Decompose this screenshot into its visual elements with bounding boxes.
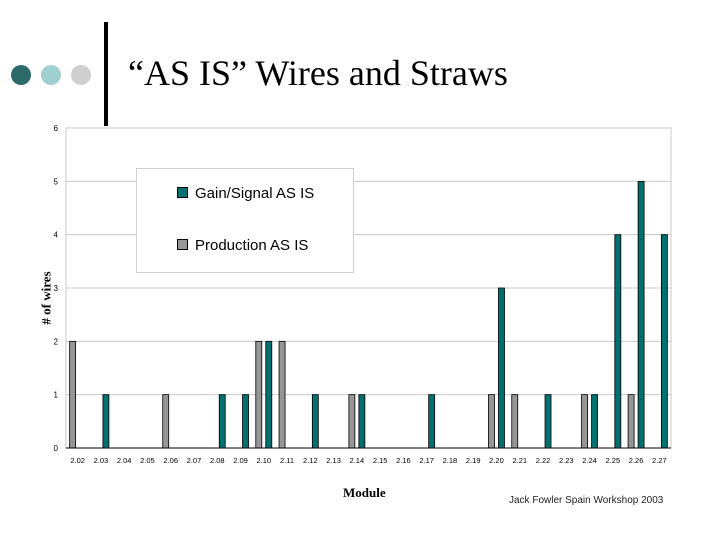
x-tick-label: 2.16: [396, 456, 411, 465]
bar-production: [278, 340, 286, 449]
x-tick-label: 2.10: [256, 456, 271, 465]
bar-production: [348, 394, 356, 449]
slide-footer: Jack Fowler Spain Workshop 2003: [509, 495, 664, 506]
x-tick-label: 2.11: [280, 456, 294, 465]
x-tick-label: 2.05: [140, 456, 155, 465]
slide-title: “AS IS” Wires and Straws: [128, 53, 508, 93]
bar-gain: [358, 394, 366, 449]
x-tick-label: 2.06: [163, 456, 178, 465]
bar-gain: [660, 234, 668, 449]
y-tick-label: 6: [54, 124, 59, 133]
x-tick-label: 2.07: [187, 456, 202, 465]
legend-item-production: Production AS IS: [177, 237, 308, 254]
bar-gain: [265, 340, 273, 449]
x-tick-label: 2.17: [419, 456, 434, 465]
bar-production: [488, 394, 495, 449]
x-tick-label: 2.02: [70, 456, 85, 465]
x-tick-label: 2.24: [582, 456, 597, 465]
bar-gain: [428, 394, 436, 449]
slide-bullet-dots: [11, 64, 95, 86]
legend-item-gain: Gain/Signal AS IS: [177, 185, 314, 202]
bar-gain: [637, 180, 645, 449]
x-tick-label: 2.15: [373, 456, 388, 465]
x-tick-label: 2.20: [489, 456, 504, 465]
x-tick-label: 2.25: [606, 456, 621, 465]
x-tick-label: 2.12: [303, 456, 318, 465]
x-tick-label: 2.04: [117, 456, 132, 465]
dot-dark: [11, 65, 31, 85]
bar-gain: [591, 394, 598, 449]
legend-swatch-gain: [177, 187, 188, 198]
y-tick-label: 4: [54, 231, 59, 240]
title-divider: [104, 22, 108, 126]
legend-label-production: Production AS IS: [195, 237, 309, 254]
bar-gain: [498, 287, 505, 449]
dot-light: [41, 65, 61, 85]
bar-production: [511, 394, 519, 449]
legend-swatch-production: [177, 239, 188, 250]
bar-gain: [242, 394, 249, 449]
y-tick-label: 2: [54, 337, 59, 346]
x-tick-label: 2.19: [466, 456, 481, 465]
x-tick-label: 2.09: [233, 456, 248, 465]
bar-production: [162, 394, 170, 449]
bar-gain: [311, 394, 319, 449]
y-axis-label: # of wires: [38, 271, 54, 325]
y-tick-label: 3: [54, 284, 59, 293]
bar-gain: [614, 234, 622, 449]
y-tick-label: 0: [54, 444, 59, 453]
chart-legend: Gain/Signal AS IS Production AS IS: [136, 168, 354, 273]
x-tick-label: 2.26: [629, 456, 644, 465]
y-tick-label: 1: [54, 391, 59, 400]
bar-production: [627, 394, 635, 449]
x-tick-label: 2.22: [536, 456, 551, 465]
x-tick-label: 2.03: [94, 456, 109, 465]
x-tick-label: 2.13: [326, 456, 341, 465]
bar-gain: [218, 394, 226, 449]
bar-gain: [544, 394, 552, 449]
x-tick-label: 2.21: [512, 456, 527, 465]
dot-gray: [71, 65, 91, 85]
x-axis-label: Module: [343, 485, 386, 500]
bar-production: [255, 340, 263, 449]
x-tick-label: 2.18: [443, 456, 458, 465]
y-tick-label: 5: [54, 177, 59, 186]
x-tick-label: 2.08: [210, 456, 225, 465]
x-tick-label: 2.27: [652, 456, 667, 465]
x-tick-label: 2.14: [350, 456, 365, 465]
bar-gain: [102, 394, 110, 449]
bar-production: [581, 394, 588, 449]
bar-production: [69, 340, 77, 449]
legend-label-gain: Gain/Signal AS IS: [195, 185, 315, 202]
x-tick-label: 2.23: [559, 456, 574, 465]
